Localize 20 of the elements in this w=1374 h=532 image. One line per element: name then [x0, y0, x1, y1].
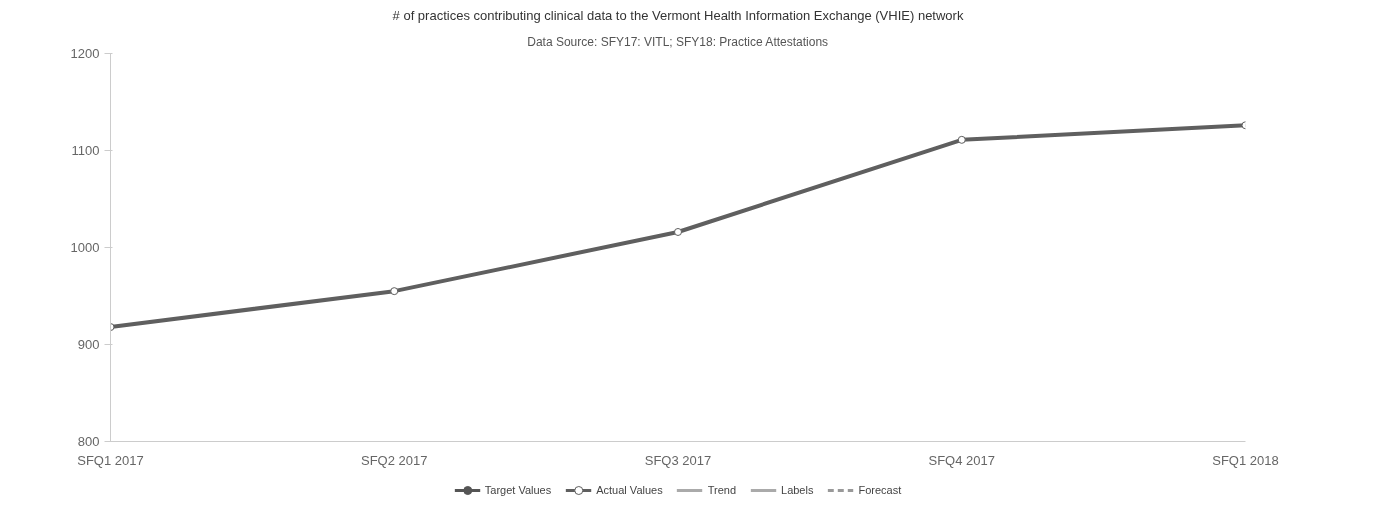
legend-label: Forecast [858, 484, 902, 496]
legend-label: Target Values [484, 484, 552, 496]
x-tick-label: SFQ2 2017 [361, 452, 428, 468]
x-tick-label: SFQ3 2017 [644, 452, 712, 468]
y-tick-label: 800 [77, 434, 100, 449]
x-tick-label: SFQ4 2017 [928, 452, 996, 468]
chart-title: # of practices contributing clinical data to the Vermont Health Information Exchange (VHIE) network [392, 7, 964, 23]
chart-subtitle: Data Source: SFY17: VITL; SFY18: Practice Attestations [527, 34, 829, 49]
point [390, 287, 399, 296]
x-tick-label: SFQ1 2017 [77, 452, 144, 468]
legend-label: Labels [781, 484, 814, 496]
y-tick-label: 1200 [70, 46, 100, 61]
point [674, 227, 682, 236]
point [957, 135, 966, 144]
x-tick-label: SFQ1 2018 [1212, 452, 1279, 468]
y-tick-label: 1100 [71, 143, 100, 158]
y-tick-label: 1000 [70, 240, 100, 255]
legend-label: Trend [707, 484, 737, 496]
legend-label: Actual Values [596, 484, 663, 496]
y-tick-label: 900 [77, 337, 100, 352]
